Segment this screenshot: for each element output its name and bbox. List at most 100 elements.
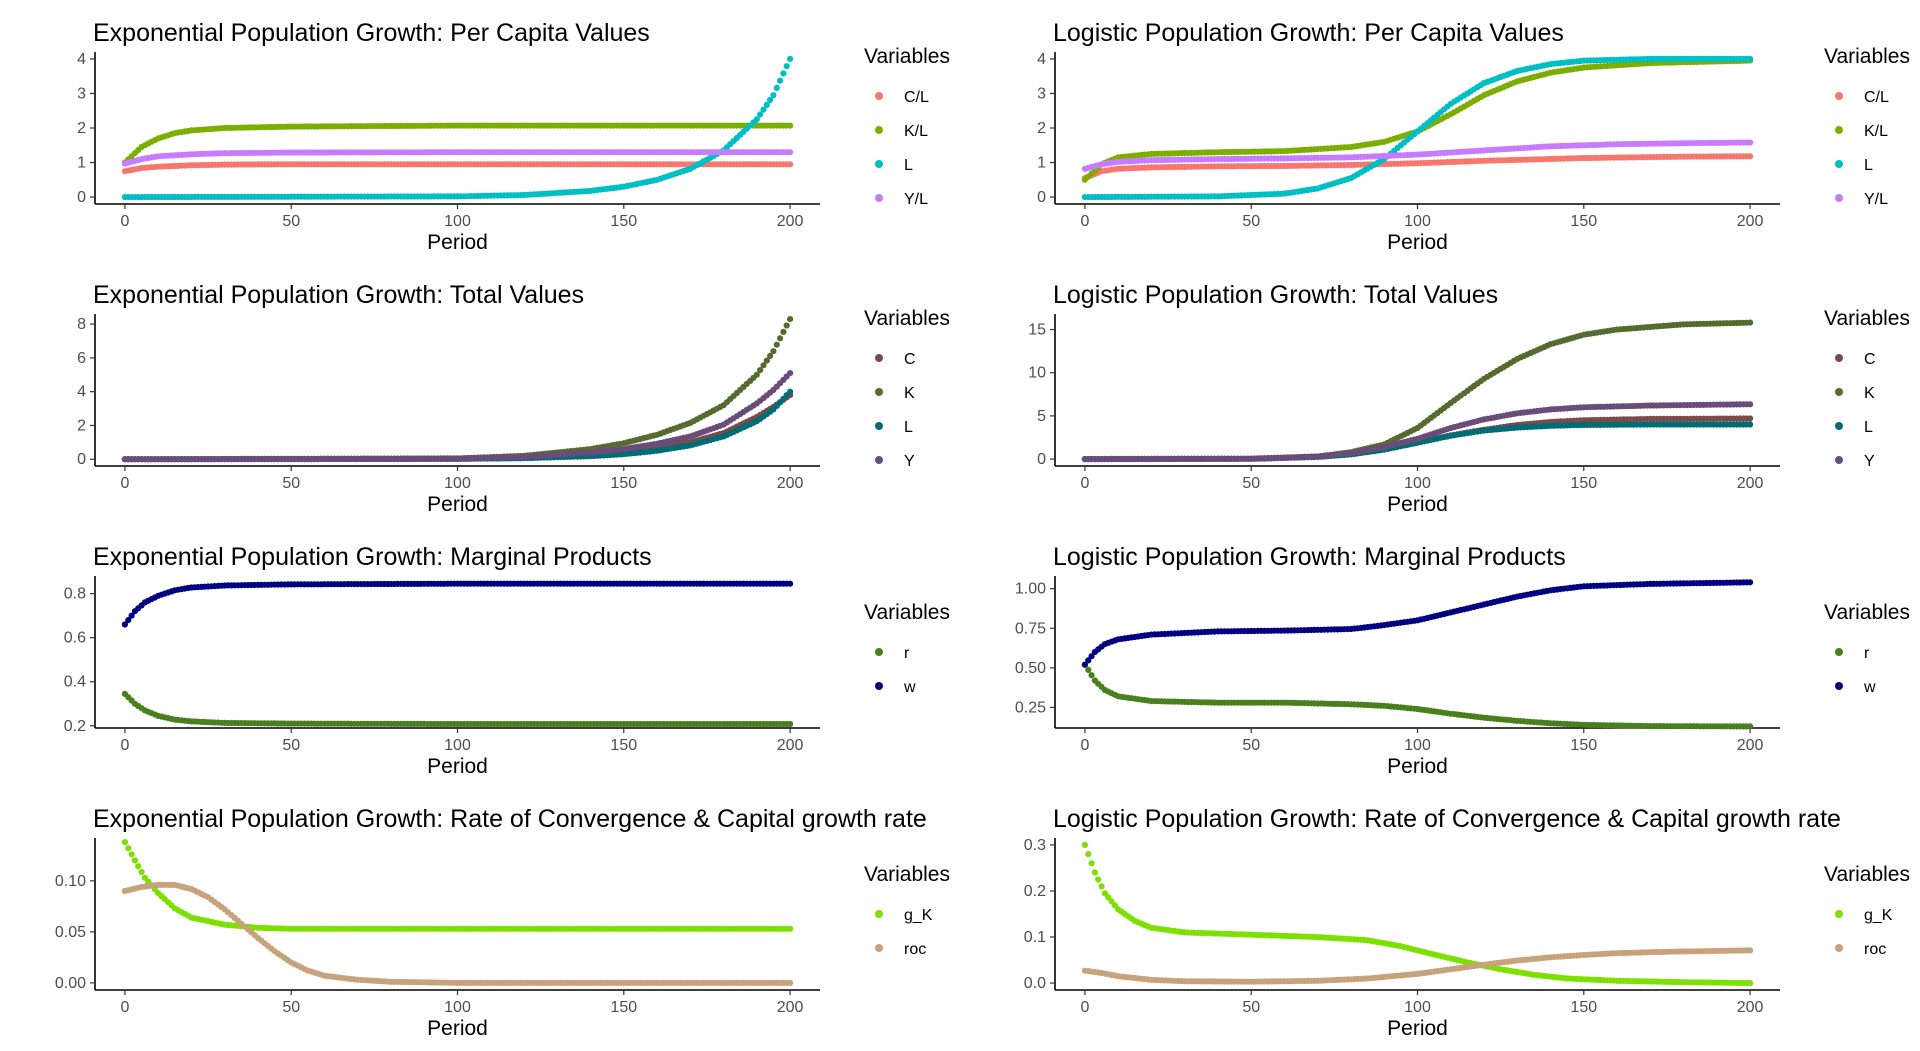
legend-label-c-l: C/L xyxy=(904,89,929,106)
legend-label-r: r xyxy=(1864,645,1870,662)
y-tick-label: 3 xyxy=(77,85,86,102)
y-tick-label: 0 xyxy=(1037,451,1046,468)
chart-svg: Exponential Population Growth: Total Val… xyxy=(77,281,950,516)
x-tick-label: 150 xyxy=(1570,737,1597,754)
data-point xyxy=(787,388,794,395)
x-tick-label: 200 xyxy=(777,737,804,754)
y-tick-label: 0.75 xyxy=(1015,620,1046,637)
y-tick-label: 3 xyxy=(1037,85,1046,102)
data-point xyxy=(787,925,794,932)
x-tick-label: 200 xyxy=(1737,475,1764,492)
data-point xyxy=(121,621,128,628)
x-tick-label: 50 xyxy=(1242,213,1260,230)
y-tick-label: 2 xyxy=(77,417,86,434)
legend-title: Variables xyxy=(1824,307,1910,330)
legend-label-w: w xyxy=(903,679,916,696)
legend-title: Variables xyxy=(864,307,950,330)
x-axis-label: Period xyxy=(1387,755,1448,778)
x-tick-label: 50 xyxy=(1242,737,1260,754)
legend-label-c-l: C/L xyxy=(1864,89,1889,106)
data-point xyxy=(780,70,787,77)
chart-svg: Logistic Population Growth: Rate of Conv… xyxy=(1024,805,1910,1040)
legend-label-c: C xyxy=(1864,351,1876,368)
data-point xyxy=(763,357,770,364)
x-tick-label: 150 xyxy=(1570,475,1597,492)
y-tick-label: 4 xyxy=(77,384,86,401)
legend-label-r: r xyxy=(904,645,910,662)
x-tick-label: 200 xyxy=(1737,999,1764,1016)
x-tick-label: 100 xyxy=(1404,475,1431,492)
data-point xyxy=(1088,653,1095,660)
legend-key-w xyxy=(1835,682,1843,690)
x-tick-label: 150 xyxy=(610,999,637,1016)
data-point xyxy=(1098,883,1105,890)
x-tick-label: 150 xyxy=(610,737,637,754)
data-point xyxy=(787,580,794,587)
y-tick-label: 10 xyxy=(1028,365,1046,382)
legend-key-y-l xyxy=(875,194,883,202)
legend-key-r xyxy=(1835,648,1843,656)
data-point xyxy=(131,857,138,864)
x-axis-label: Period xyxy=(427,755,488,778)
legend-label-g-k: g_K xyxy=(904,907,933,924)
y-tick-label: 0 xyxy=(77,451,86,468)
legend-key-y xyxy=(1835,456,1843,464)
data-point xyxy=(787,979,794,986)
data-point xyxy=(125,617,132,624)
chart-title: Logistic Population Growth: Total Values xyxy=(1053,281,1498,309)
legend-key-l xyxy=(875,422,883,430)
series-y xyxy=(121,370,794,463)
y-tick-label: 0.6 xyxy=(64,630,86,647)
data-point xyxy=(138,868,145,876)
series-roc xyxy=(1081,947,1754,985)
y-tick-label: 0.50 xyxy=(1015,660,1046,677)
legend-key-k-l xyxy=(875,126,883,134)
data-point xyxy=(1085,851,1092,858)
y-tick-label: 0.2 xyxy=(64,718,86,735)
legend-label-y-l: Y/L xyxy=(1864,191,1888,208)
data-point xyxy=(753,116,760,123)
legend-key-r xyxy=(875,648,883,656)
data-point xyxy=(763,101,770,108)
y-tick-label: 0.00 xyxy=(55,975,86,992)
legend-label-w: w xyxy=(1863,679,1876,696)
series-k-l xyxy=(121,122,794,166)
chart-panel-8: Logistic Population Growth: Rate of Conv… xyxy=(960,786,1920,1048)
chart-title: Exponential Population Growth: Per Capit… xyxy=(93,19,650,47)
legend-key-c-l xyxy=(875,92,883,100)
x-tick-label: 100 xyxy=(444,213,471,230)
series-k-l xyxy=(1081,57,1754,183)
series-y-l xyxy=(1081,139,1754,172)
data-point xyxy=(767,352,774,359)
data-point xyxy=(1088,860,1095,867)
x-tick-label: 0 xyxy=(120,737,129,754)
data-point xyxy=(1747,319,1754,326)
legend-label-k-l: K/L xyxy=(1864,123,1888,140)
chart-svg: Exponential Population Growth: Marginal … xyxy=(64,543,950,778)
y-tick-label: 1 xyxy=(77,155,86,172)
y-tick-label: 4 xyxy=(1037,51,1046,68)
data-point xyxy=(1085,657,1092,664)
x-tick-label: 200 xyxy=(1737,737,1764,754)
chart-svg: Logistic Population Growth: Per Capita V… xyxy=(1037,19,1910,254)
y-tick-label: 0.3 xyxy=(1024,837,1046,854)
chart-panel-7: Exponential Population Growth: Rate of C… xyxy=(0,786,960,1048)
legend-key-c xyxy=(1835,354,1843,362)
series-roc xyxy=(121,881,794,986)
data-point xyxy=(128,612,135,619)
data-point xyxy=(787,161,794,168)
legend-title: Variables xyxy=(1824,45,1910,68)
chart-title: Exponential Population Growth: Rate of C… xyxy=(93,805,927,833)
data-point xyxy=(753,371,760,378)
data-point xyxy=(1085,666,1092,673)
chart-panel-1: Exponential Population Growth: Per Capit… xyxy=(0,0,960,262)
legend-key-l xyxy=(875,160,883,168)
series-w xyxy=(121,580,794,628)
chart-svg: Exponential Population Growth: Per Capit… xyxy=(77,19,950,254)
y-tick-label: 0 xyxy=(1037,189,1046,206)
x-tick-label: 50 xyxy=(282,475,300,492)
y-tick-label: 15 xyxy=(1028,322,1046,339)
y-tick-label: 1.00 xyxy=(1015,581,1046,598)
legend-label-k-l: K/L xyxy=(904,123,928,140)
